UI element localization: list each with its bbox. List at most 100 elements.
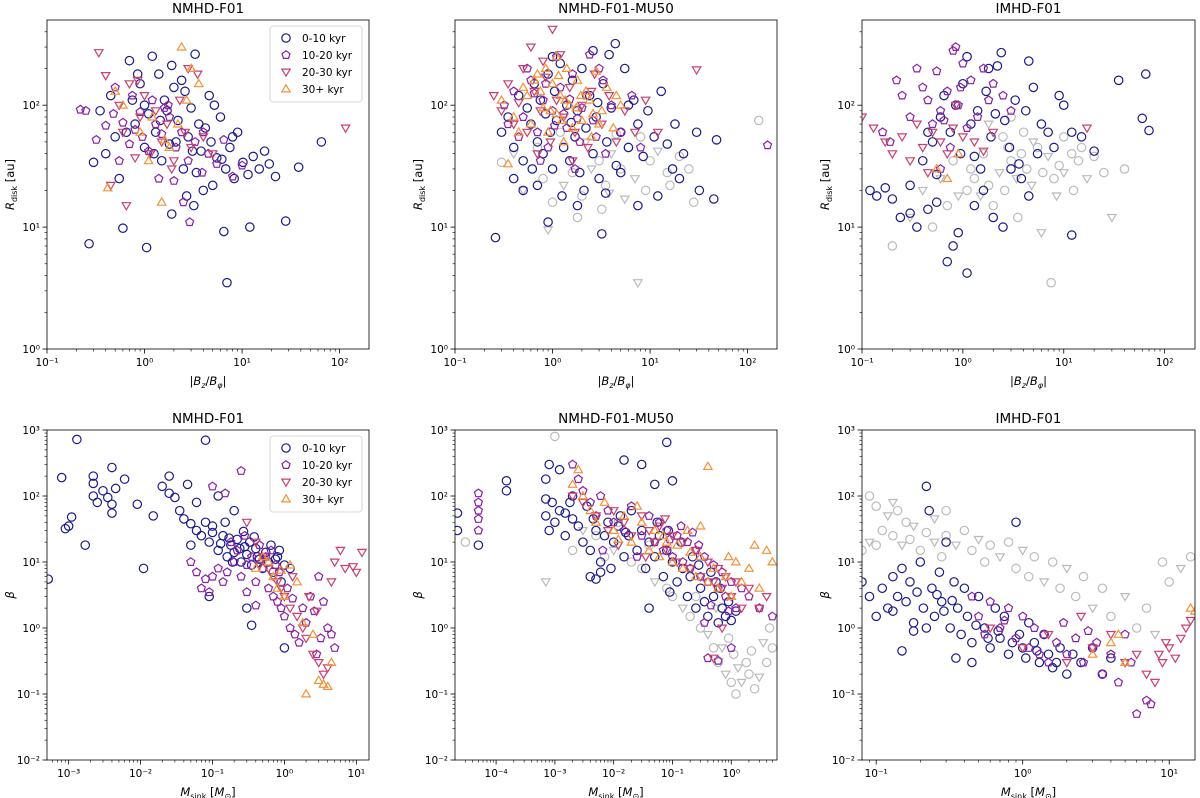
data-point-series-4 [661, 536, 673, 546]
y-tick-label: 10² [837, 100, 855, 112]
data-point-series-3 [911, 120, 923, 130]
data-point-series-3 [716, 584, 728, 594]
chart-title: IMHD-F01 [996, 411, 1062, 427]
data-point-series-1 [238, 526, 249, 537]
data-point-series-1 [169, 82, 179, 93]
background-point [1097, 583, 1108, 594]
data-point-series-2 [672, 530, 682, 540]
background-point [1185, 551, 1195, 562]
data-point-series-4 [615, 99, 626, 109]
y-tick-label: 10¹ [22, 557, 40, 569]
data-point-series-1 [610, 38, 621, 49]
data-point-series-4 [613, 534, 624, 543]
background-point [905, 534, 915, 545]
legend-label-3: 20-30 kyr [302, 477, 353, 489]
data-point-series-1 [280, 216, 291, 226]
data-point-series-1 [191, 525, 202, 536]
background-point [741, 657, 752, 668]
data-point-series-2 [983, 95, 994, 105]
background-point [677, 604, 689, 614]
data-point-series-2 [931, 66, 942, 76]
data-point-series-3 [150, 107, 161, 117]
data-point-series-1 [246, 620, 257, 631]
data-point-series-1 [923, 127, 933, 138]
data-point-series-1 [983, 63, 994, 74]
data-point-series-1 [1014, 159, 1024, 169]
plot-frame [454, 19, 778, 350]
background-point [1011, 175, 1022, 184]
data-point-series-1 [672, 577, 682, 587]
data-point-series-2 [218, 576, 228, 586]
data-point-series-2 [988, 78, 998, 88]
data-point-series-2 [226, 537, 236, 547]
data-point-series-4 [677, 563, 689, 572]
background-point [649, 578, 661, 588]
data-point-series-3 [257, 553, 269, 563]
data-point-series-1 [979, 623, 990, 633]
background-point [726, 677, 737, 688]
background-point [665, 180, 675, 191]
data-point-series-3 [329, 558, 340, 568]
data-point-series-3 [896, 133, 908, 143]
data-point-series-1 [929, 611, 940, 622]
x-tick-label: 10¹ [233, 357, 251, 369]
data-point-series-1 [591, 574, 601, 584]
data-point-series-2 [699, 617, 710, 627]
plot-frame [861, 19, 1196, 350]
background-point [1061, 564, 1073, 574]
data-point-series-4 [322, 681, 333, 691]
data-point-series-2 [588, 115, 598, 125]
data-point-series-2 [1024, 642, 1034, 652]
data-point-series-1 [276, 577, 286, 587]
data-point-series-1 [1058, 100, 1069, 111]
data-point-series-1 [557, 191, 567, 201]
background-point [927, 222, 938, 232]
data-point-series-2 [204, 587, 214, 597]
chart-title: NMHD-F01-MU50 [558, 1, 674, 17]
data-point-series-2 [197, 167, 207, 177]
background-point [1106, 611, 1116, 622]
data-point-series-2 [543, 142, 553, 152]
data-point-series-4 [684, 547, 696, 556]
background-point [979, 557, 990, 567]
data-point-series-2 [285, 623, 295, 633]
data-point-series-1 [1029, 637, 1040, 648]
data-point-series-3 [145, 150, 156, 160]
data-point-series-1 [224, 533, 234, 543]
background-point [723, 633, 734, 644]
data-point-series-1 [110, 483, 121, 494]
data-point-series-1 [179, 514, 189, 524]
background-point [572, 212, 583, 223]
background-point [731, 689, 741, 699]
data-point-series-2 [1146, 699, 1156, 709]
data-point-series-2 [118, 117, 128, 127]
data-point-series-1 [118, 223, 128, 233]
background-point [632, 279, 644, 289]
data-point-series-3 [922, 169, 934, 178]
data-point-series-2 [627, 90, 637, 100]
data-point-series-1 [532, 137, 543, 147]
data-point-series-4 [743, 563, 755, 572]
chart-title: NMHD-F01-MU50 [558, 411, 674, 427]
data-point-series-2 [203, 148, 214, 158]
data-point-series-1 [986, 132, 996, 142]
data-point-series-1 [100, 148, 111, 159]
data-point-series-1 [503, 112, 513, 122]
data-point-series-1 [186, 540, 196, 550]
data-point-series-4 [586, 131, 597, 141]
data-point-series-1 [554, 464, 565, 475]
data-point-series-4 [567, 479, 578, 488]
data-point-series-3 [340, 124, 351, 134]
data-point-series-1 [667, 475, 678, 486]
data-point-series-3 [720, 573, 731, 582]
x-tick-label: 10⁻³ [543, 768, 566, 780]
data-point-series-1 [643, 105, 653, 116]
data-point-series-2 [945, 142, 956, 152]
data-point-series-3 [521, 128, 533, 138]
data-point-series-1 [1003, 649, 1014, 660]
data-point-series-2 [595, 491, 606, 500]
data-point-series-3 [241, 518, 253, 528]
plot-points [862, 481, 1195, 718]
data-point-series-4 [513, 126, 524, 136]
background-point [877, 525, 888, 536]
